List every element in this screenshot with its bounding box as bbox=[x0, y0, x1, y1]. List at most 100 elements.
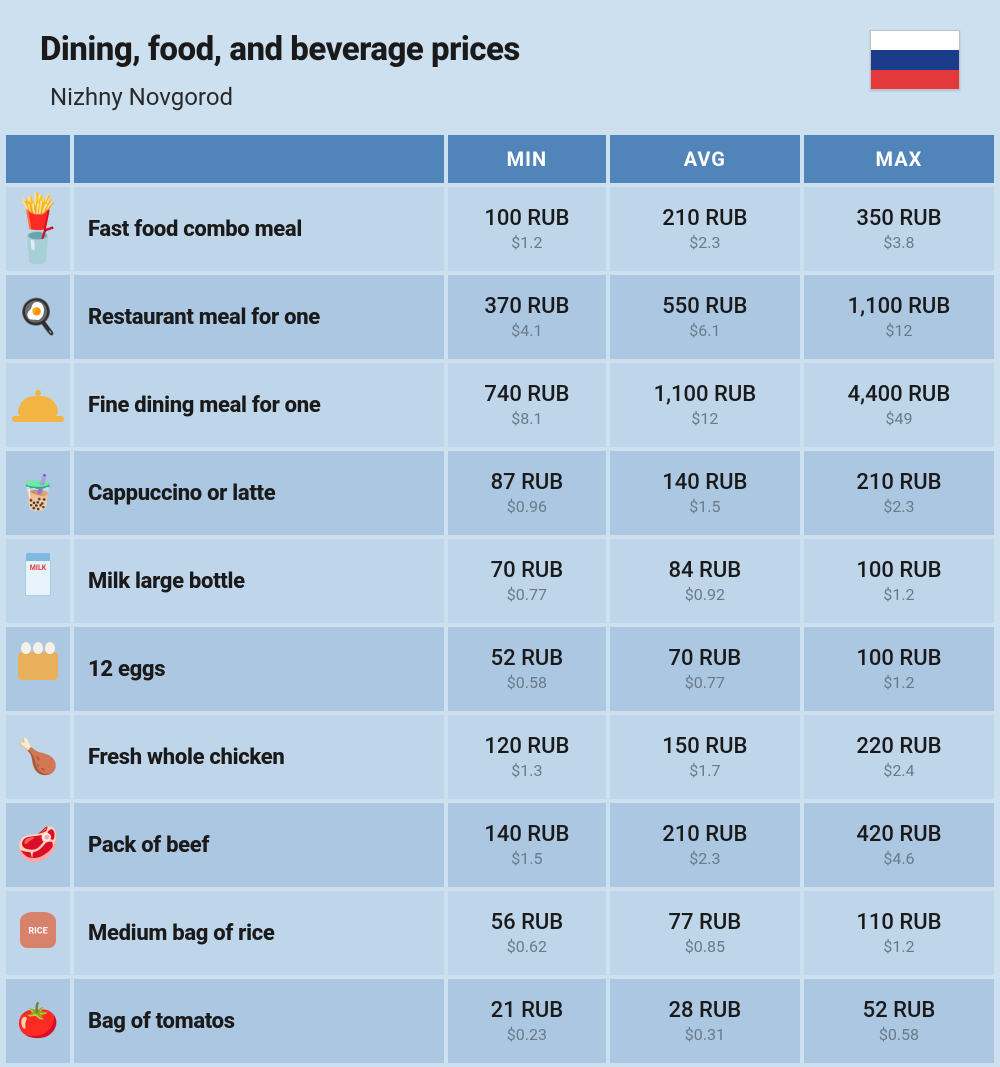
price-avg: 140 RUB $1.5 bbox=[610, 451, 800, 535]
price-max-main: 110 RUB bbox=[804, 910, 994, 935]
price-min-main: 70 RUB bbox=[448, 558, 606, 583]
fine-dining-icon bbox=[6, 363, 70, 447]
price-max-sub: $1.2 bbox=[804, 937, 994, 956]
header-text: Dining, food, and beverage prices Nizhny… bbox=[40, 30, 520, 111]
price-avg-main: 550 RUB bbox=[610, 294, 800, 319]
price-max-sub: $3.8 bbox=[804, 233, 994, 252]
price-avg: 550 RUB $6.1 bbox=[610, 275, 800, 359]
item-name: Restaurant meal for one bbox=[74, 275, 444, 359]
fast-food-icon: 🍟🥤 bbox=[6, 187, 70, 271]
chicken-icon: 🍗 bbox=[6, 715, 70, 799]
price-max-main: 420 RUB bbox=[804, 822, 994, 847]
table-row: Fine dining meal for one740 RUB$8.11,100… bbox=[6, 363, 994, 447]
price-min: 21 RUB$0.23 bbox=[448, 979, 606, 1063]
item-name: Bag of tomatos bbox=[74, 979, 444, 1063]
item-name: Fast food combo meal bbox=[74, 187, 444, 271]
flag-stripe-2 bbox=[871, 50, 959, 69]
price-min-sub: $0.62 bbox=[448, 937, 606, 956]
page-title: Dining, food, and beverage prices bbox=[40, 30, 520, 69]
flag-stripe-1 bbox=[871, 31, 959, 50]
price-avg-sub: $2.3 bbox=[610, 233, 800, 252]
price-avg-main: 28 RUB bbox=[610, 998, 800, 1023]
price-max: 350 RUB $3.8 bbox=[804, 187, 994, 271]
price-max: 100 RUB$1.2 bbox=[804, 627, 994, 711]
price-min-main: 120 RUB bbox=[448, 734, 606, 759]
price-max-main: 350 RUB bbox=[804, 206, 994, 231]
price-min-main: 370 RUB bbox=[448, 294, 606, 319]
price-min: 52 RUB$0.58 bbox=[448, 627, 606, 711]
col-header-max: MAX bbox=[804, 135, 994, 183]
price-avg-main: 150 RUB bbox=[610, 734, 800, 759]
col-header-min: MIN bbox=[448, 135, 606, 183]
price-max-main: 4,400 RUB bbox=[804, 382, 994, 407]
price-min-main: 140 RUB bbox=[448, 822, 606, 847]
price-max-main: 1,100 RUB bbox=[804, 294, 994, 319]
table-row: Milk large bottle70 RUB$0.7784 RUB$0.921… bbox=[6, 539, 994, 623]
price-avg-sub: $0.77 bbox=[610, 673, 800, 692]
item-name: Cappuccino or latte bbox=[74, 451, 444, 535]
price-max-main: 210 RUB bbox=[804, 470, 994, 495]
price-avg-main: 77 RUB bbox=[610, 910, 800, 935]
price-max-main: 220 RUB bbox=[804, 734, 994, 759]
price-max-sub: $4.6 bbox=[804, 849, 994, 868]
price-avg: 84 RUB$0.92 bbox=[610, 539, 800, 623]
item-name: 12 eggs bbox=[74, 627, 444, 711]
price-avg-sub: $2.3 bbox=[610, 849, 800, 868]
table-row: 🥩Pack of beef140 RUB $1.5210 RUB $2.3420 R… bbox=[6, 803, 994, 887]
price-max-main: 52 RUB bbox=[804, 998, 994, 1023]
price-avg-main: 210 RUB bbox=[610, 822, 800, 847]
table-row: Medium bag of rice56 RUB $0.6277 RUB$0.85… bbox=[6, 891, 994, 975]
price-min: 87 RUB$0.96 bbox=[448, 451, 606, 535]
price-min-main: 56 RUB bbox=[448, 910, 606, 935]
price-min-sub: $1.2 bbox=[448, 233, 606, 252]
price-min-main: 100 RUB bbox=[448, 206, 606, 231]
country-flag bbox=[870, 30, 960, 90]
item-name: Fine dining meal for one bbox=[74, 363, 444, 447]
price-min-main: 21 RUB bbox=[448, 998, 606, 1023]
rice-icon bbox=[6, 891, 70, 975]
table-header-row: MIN AVG MAX bbox=[6, 135, 994, 183]
price-avg-sub: $1.5 bbox=[610, 497, 800, 516]
table-row: 12 eggs52 RUB$0.5870 RUB$0.77100 RUB$1.2 bbox=[6, 627, 994, 711]
price-min: 140 RUB $1.5 bbox=[448, 803, 606, 887]
price-max: 420 RUB $4.6 bbox=[804, 803, 994, 887]
beef-icon: 🥩 bbox=[6, 803, 70, 887]
table-row: 🧋Cappuccino or latte87 RUB$0.96140 RUB$1… bbox=[6, 451, 994, 535]
price-min: 740 RUB $8.1 bbox=[448, 363, 606, 447]
price-max: 1,100 RUB $12 bbox=[804, 275, 994, 359]
col-header-avg: AVG bbox=[610, 135, 800, 183]
price-min-main: 740 RUB bbox=[448, 382, 606, 407]
table-row: 🍅Bag of tomatos21 RUB$0.2328 RUB$0.3152 … bbox=[6, 979, 994, 1063]
price-avg: 28 RUB$0.31 bbox=[610, 979, 800, 1063]
col-header-name bbox=[74, 135, 444, 183]
milk-icon bbox=[6, 539, 70, 623]
price-avg: 77 RUB$0.85 bbox=[610, 891, 800, 975]
price-min-sub: $1.5 bbox=[448, 849, 606, 868]
item-name: Medium bag of rice bbox=[74, 891, 444, 975]
restaurant-meal-icon: 🍳 bbox=[6, 275, 70, 359]
price-avg-sub: $6.1 bbox=[610, 321, 800, 340]
price-min-sub: $8.1 bbox=[448, 409, 606, 428]
eggs-icon bbox=[6, 627, 70, 711]
page-subtitle: Nizhny Novgorod bbox=[40, 83, 520, 111]
tomato-icon: 🍅 bbox=[6, 979, 70, 1063]
page-header: Dining, food, and beverage prices Nizhny… bbox=[0, 0, 1000, 131]
price-max: 52 RUB$0.58 bbox=[804, 979, 994, 1063]
table-row: 🍟🥤Fast food combo meal100 RUB $1.2210 RUB… bbox=[6, 187, 994, 271]
table-row: 🍗Fresh whole chicken120 RUB $1.3150 RUB$1… bbox=[6, 715, 994, 799]
price-max: 4,400 RUB$49 bbox=[804, 363, 994, 447]
price-max-sub: $12 bbox=[804, 321, 994, 340]
price-avg-main: 210 RUB bbox=[610, 206, 800, 231]
price-avg: 70 RUB$0.77 bbox=[610, 627, 800, 711]
price-max: 100 RUB$1.2 bbox=[804, 539, 994, 623]
price-min-main: 87 RUB bbox=[448, 470, 606, 495]
item-name: Milk large bottle bbox=[74, 539, 444, 623]
price-avg: 150 RUB$1.7 bbox=[610, 715, 800, 799]
item-name: Pack of beef bbox=[74, 803, 444, 887]
price-min-sub: $1.3 bbox=[448, 761, 606, 780]
price-avg-sub: $12 bbox=[610, 409, 800, 428]
price-avg-main: 140 RUB bbox=[610, 470, 800, 495]
table-row: 🍳Restaurant meal for one370 RUB$4.1550 R… bbox=[6, 275, 994, 359]
col-header-icon bbox=[6, 135, 70, 183]
item-name: Fresh whole chicken bbox=[74, 715, 444, 799]
